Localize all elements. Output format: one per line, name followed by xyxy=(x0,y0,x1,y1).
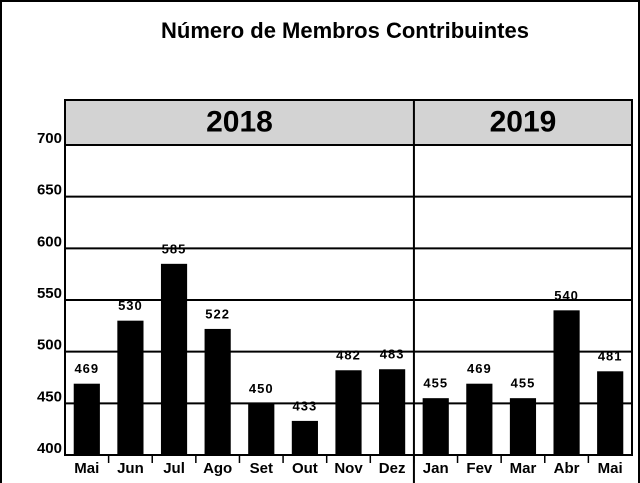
x-tick-label: Jan xyxy=(423,460,449,477)
bar xyxy=(248,403,275,455)
y-tick-label: 400 xyxy=(37,440,62,457)
group-label: 2019 xyxy=(490,105,557,138)
x-tick-label: Jun xyxy=(117,460,144,477)
bar xyxy=(160,263,188,455)
y-tick-label: 550 xyxy=(37,285,62,302)
bar xyxy=(422,398,449,455)
value-label: 540 xyxy=(554,288,579,303)
x-tick-label: Nov xyxy=(334,460,363,477)
x-tick-label: Jul xyxy=(163,460,185,477)
x-tick-label: Ago xyxy=(203,460,232,477)
value-label: 482 xyxy=(336,348,361,363)
x-tick-label: Abr xyxy=(554,460,580,477)
chart-title: Número de Membros Contribuintes xyxy=(161,18,529,43)
value-label: 455 xyxy=(511,376,536,391)
bar xyxy=(335,370,362,455)
bar xyxy=(73,383,100,455)
bar xyxy=(597,371,624,455)
group-label: 2018 xyxy=(206,105,273,138)
bar xyxy=(466,383,493,455)
x-tick-label: Set xyxy=(250,460,273,477)
x-tick-label: Mai xyxy=(598,460,623,477)
x-tick-label: Out xyxy=(292,460,318,477)
x-tick-label: Dez xyxy=(379,460,406,477)
y-tick-label: 600 xyxy=(37,233,62,250)
value-label: 585 xyxy=(162,241,187,256)
x-tick-label: Mar xyxy=(510,460,537,477)
value-label: 522 xyxy=(205,306,230,321)
value-label: 469 xyxy=(74,361,99,376)
y-tick-label: 700 xyxy=(37,130,62,147)
y-tick-label: 650 xyxy=(37,182,62,199)
value-label: 469 xyxy=(467,361,492,376)
bar xyxy=(117,320,144,455)
bar xyxy=(204,328,231,455)
value-label: 481 xyxy=(598,349,623,364)
value-label: 455 xyxy=(423,376,448,391)
bar xyxy=(291,420,318,455)
bar xyxy=(553,310,580,455)
value-label: 530 xyxy=(118,298,143,313)
value-label: 450 xyxy=(249,381,274,396)
bar xyxy=(509,398,537,455)
x-tick-label: Fev xyxy=(466,460,493,477)
bar xyxy=(379,369,406,455)
year-header xyxy=(64,99,633,146)
y-tick-label: 500 xyxy=(37,337,62,354)
value-label: 483 xyxy=(380,347,405,362)
y-tick-label: 450 xyxy=(37,388,62,405)
x-tick-label: Mai xyxy=(74,460,99,477)
value-label: 433 xyxy=(293,398,318,413)
